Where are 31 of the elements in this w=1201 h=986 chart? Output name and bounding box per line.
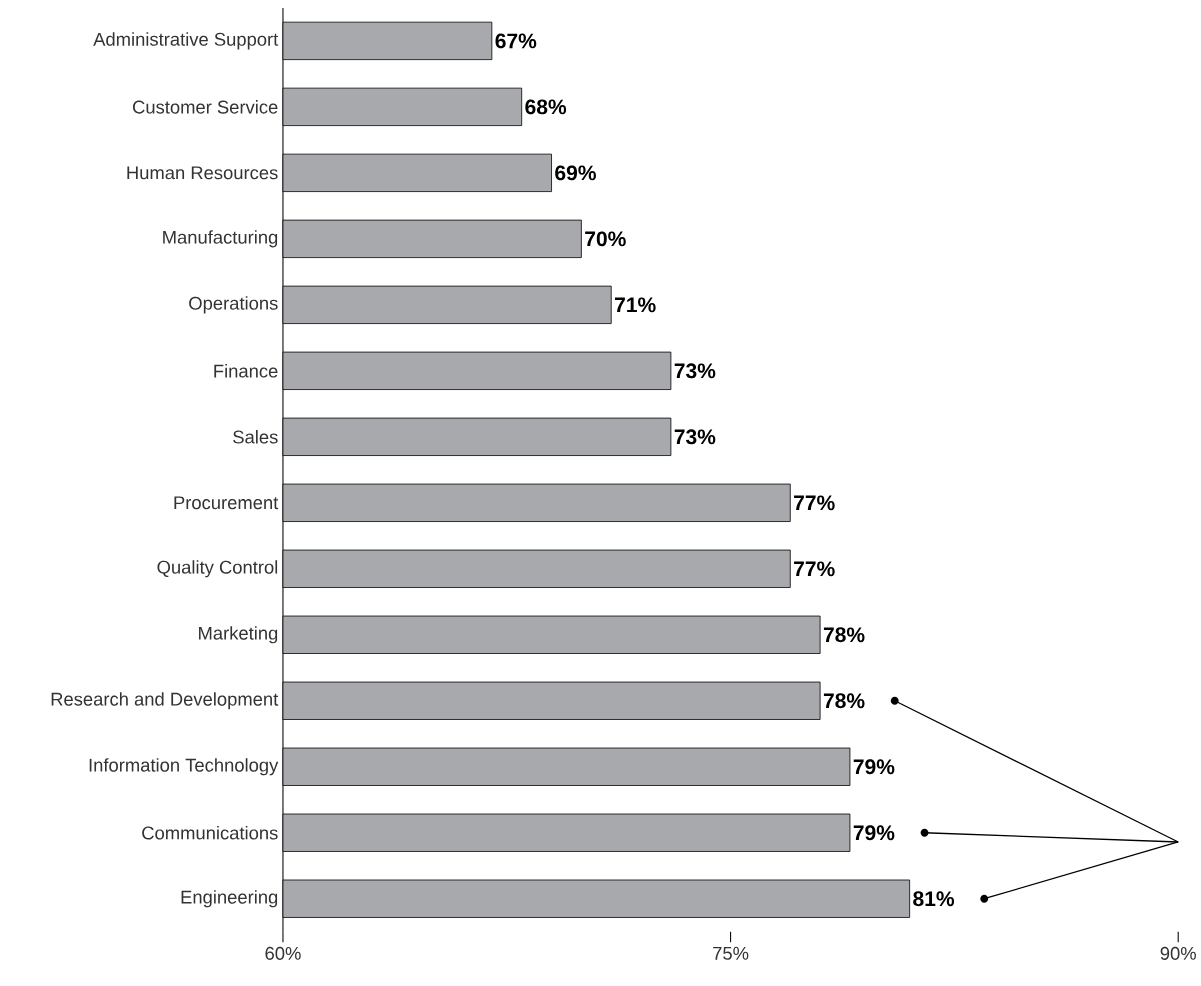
data-label: 77%	[794, 561, 835, 577]
x-tick-label: 60%	[265, 946, 301, 960]
x-tick-label: 90%	[1160, 946, 1196, 960]
data-label: 77%	[794, 495, 835, 511]
data-label: 79%	[853, 759, 895, 775]
data-label: 73%	[674, 363, 716, 379]
y-tick-label: Operations	[189, 296, 278, 314]
y-tick-label: Engineering	[181, 890, 278, 908]
y-tick-label: Manufacturing	[163, 230, 278, 248]
y-tick-label: Customer Service	[133, 100, 278, 114]
y-tick-label: Procurement	[174, 496, 279, 510]
data-label: 78%	[823, 627, 865, 643]
data-label: 71%	[615, 297, 656, 313]
data-label: 68%	[525, 99, 567, 115]
y-tick-label: Quality Control	[157, 560, 278, 578]
data-label: 79%	[853, 825, 895, 841]
x-tick-label: 75%	[713, 946, 749, 960]
y-tick-label: Human Resources	[127, 166, 278, 180]
data-label: 78%	[823, 693, 865, 709]
data-label: 81%	[913, 891, 955, 907]
data-label: 67%	[495, 33, 537, 49]
y-tick-label: Research and Development	[51, 692, 279, 710]
data-label: 73%	[674, 429, 716, 445]
y-tick-label: Marketing	[199, 626, 278, 644]
y-tick-label: Administrative Support	[93, 32, 279, 50]
y-tick-label: Sales	[233, 430, 278, 444]
y-tick-label: Communications	[142, 826, 278, 840]
y-tick-label: Finance	[214, 364, 278, 378]
y-tick-label: Information Technology	[89, 758, 279, 776]
data-label: 69%	[555, 165, 596, 181]
data-label: 70%	[585, 231, 626, 247]
